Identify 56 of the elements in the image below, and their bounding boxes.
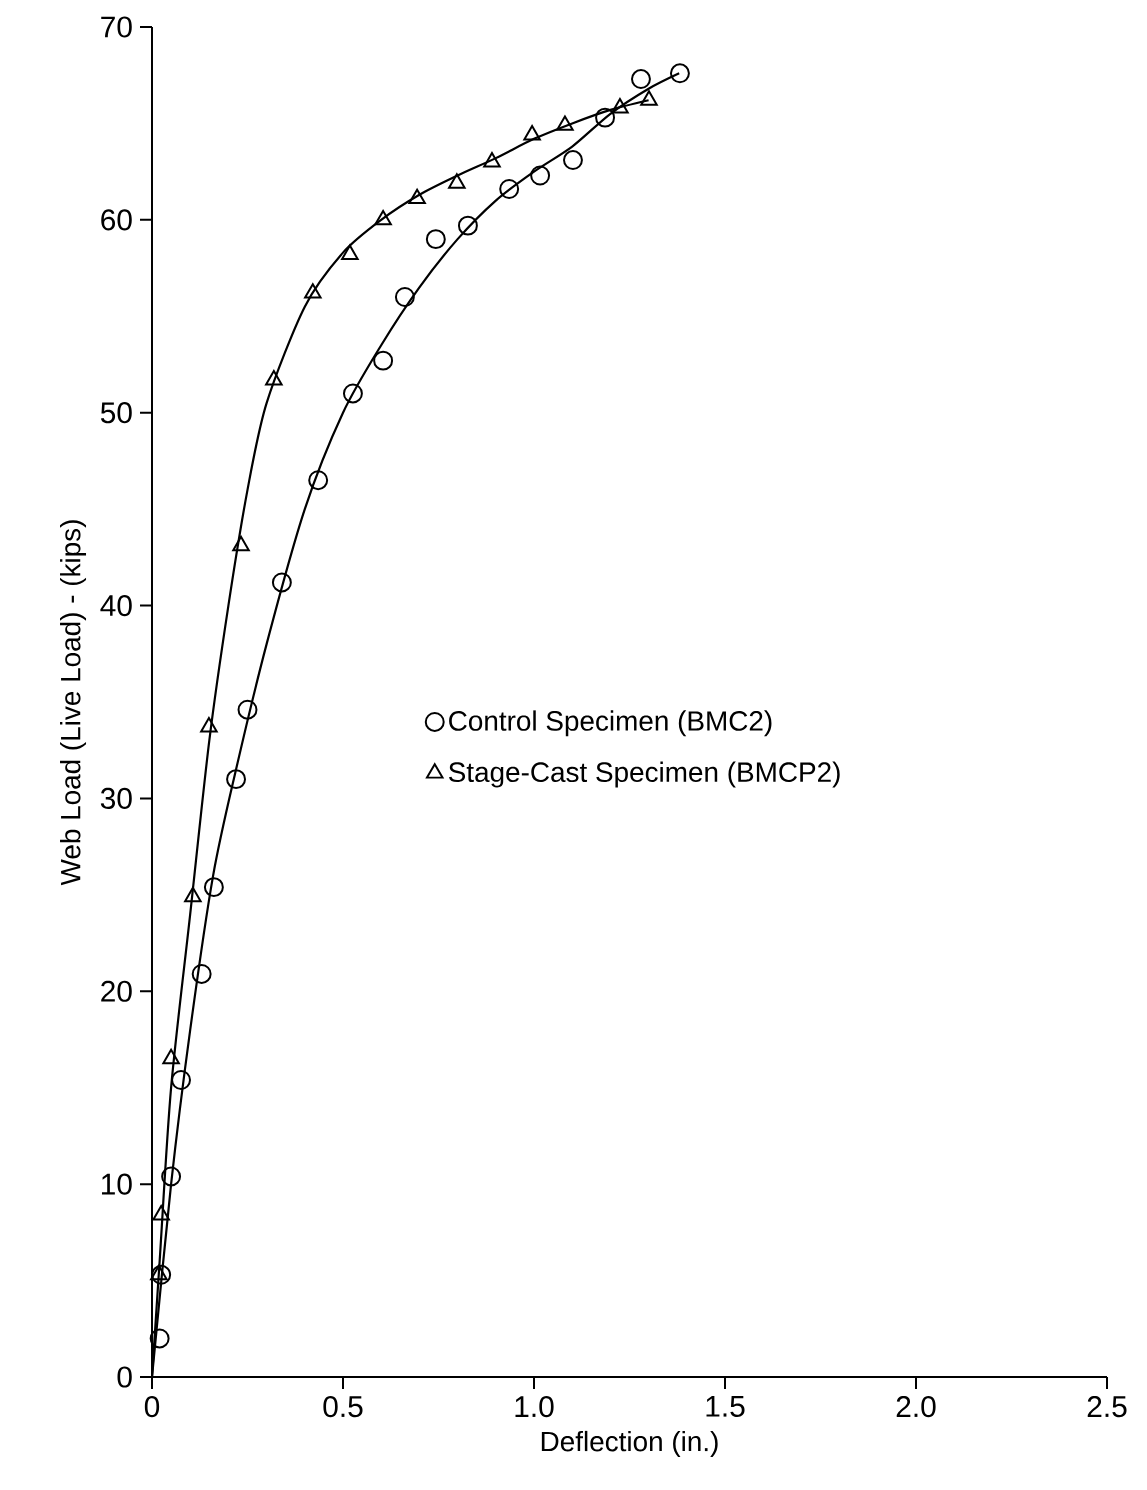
point xyxy=(226,769,247,790)
point xyxy=(499,179,520,199)
point xyxy=(171,1070,191,1090)
point xyxy=(203,877,224,898)
point xyxy=(530,165,551,186)
x-tick-label: 1.5 xyxy=(706,1396,745,1417)
point xyxy=(232,535,250,552)
y-tick-label: 40 xyxy=(100,594,132,617)
point xyxy=(162,1048,180,1065)
x-tick-label: 2.0 xyxy=(896,1396,936,1418)
point xyxy=(374,209,392,226)
y-tick-label: 70 xyxy=(101,16,132,38)
x-axis-title: Deflection (in.) xyxy=(541,1430,718,1457)
y-tick-label: 10 xyxy=(101,1173,132,1195)
point xyxy=(373,350,394,371)
point xyxy=(425,229,446,250)
x-tick-label: 1.0 xyxy=(515,1396,554,1418)
point xyxy=(408,188,426,205)
point xyxy=(457,215,478,236)
point xyxy=(265,369,283,386)
point xyxy=(308,470,329,491)
point xyxy=(669,63,690,84)
y-tick-label: 50 xyxy=(100,402,132,424)
point xyxy=(563,150,583,171)
point xyxy=(150,1264,168,1281)
y-tick-label: 30 xyxy=(100,787,132,809)
point xyxy=(151,1264,172,1285)
x-tick-label: 0.5 xyxy=(323,1396,363,1418)
x-tick-label: 2.5 xyxy=(1087,1396,1127,1418)
point xyxy=(161,1166,182,1187)
point xyxy=(191,963,212,984)
legend-label: Stage-Cast Specimen (BMCP2) xyxy=(448,761,840,788)
point xyxy=(304,283,322,299)
point xyxy=(341,244,359,261)
point xyxy=(483,152,501,168)
point xyxy=(342,383,363,404)
point xyxy=(394,287,415,307)
y-tick-label: 60 xyxy=(101,209,132,231)
point xyxy=(184,886,202,903)
point xyxy=(595,107,616,128)
point xyxy=(152,1205,170,1221)
point xyxy=(149,1328,170,1349)
point xyxy=(640,90,658,106)
point xyxy=(271,572,292,593)
point xyxy=(631,69,651,90)
x-tick-label: 0 xyxy=(144,1396,160,1418)
y-tick-label: 0 xyxy=(117,1366,132,1388)
point xyxy=(448,173,466,189)
point xyxy=(611,98,629,114)
point xyxy=(523,125,541,141)
y-tick-label: 20 xyxy=(101,980,132,1002)
y-axis-title: Web Load (Live Load) - (kips) xyxy=(60,520,87,886)
point xyxy=(200,717,218,733)
point xyxy=(556,115,574,131)
legend-label: Control Specimen (BMC2) xyxy=(449,710,772,737)
point xyxy=(237,699,258,720)
